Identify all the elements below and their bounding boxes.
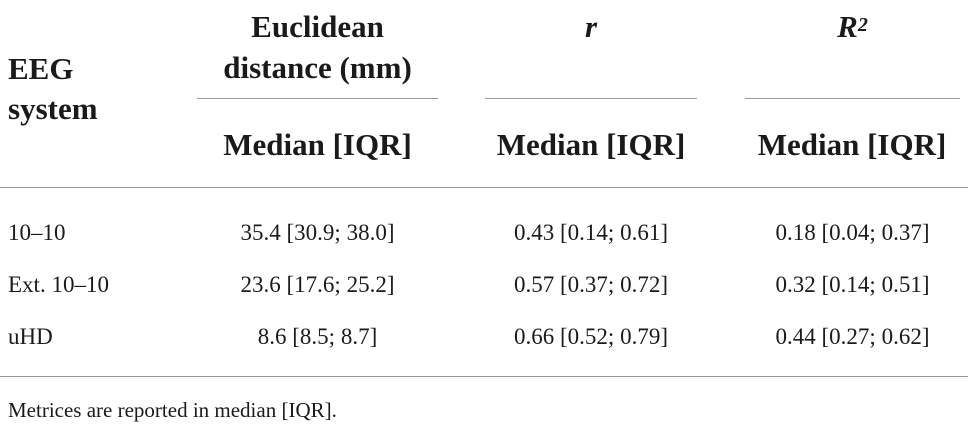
header-r-squared-underline [745,98,960,99]
header-r-squared: R2 [745,8,960,46]
row-3-distance: 8.6 [8.5; 8.7] [257,324,378,349]
row-1-distance: 35.4 [30.9; 38.0] [240,220,395,245]
row-3-r-squared: 0.44 [0.27; 0.62] [775,324,930,349]
row-2-distance: 23.6 [17.6; 25.2] [240,272,395,297]
row-2-r: 0.57 [0.37; 0.72] [514,272,668,297]
row-3-r: 0.66 [0.52; 0.79] [514,324,668,349]
subheader-r-squared: Median [IQR] [757,127,947,162]
header-bottom-rule [0,187,968,188]
header-distance-line1: Euclidean [251,9,384,44]
header-system-line1: EEG [8,51,74,86]
header-r: r [584,9,598,44]
header-distance-line2: distance (mm) [223,50,412,85]
header-r-underline [485,98,697,99]
header-system-line2: system [8,91,98,126]
table-bottom-rule [0,376,968,377]
row-2-r-squared: 0.32 [0.14; 0.51] [775,272,930,297]
row-1-system: 10–10 [8,220,66,245]
header-r-squared-sup: 2 [857,14,868,36]
table-footnote: Metrices are reported in median [IQR]. [8,398,337,422]
row-1-r: 0.43 [0.14; 0.61] [514,220,668,245]
subheader-distance: Median [IQR] [223,127,412,162]
subheader-r: Median [IQR] [496,127,686,162]
row-1-r-squared: 0.18 [0.04; 0.37] [775,220,930,245]
header-distance-underline [197,98,438,99]
header-r-squared-base: R [837,9,858,44]
row-2-system: Ext. 10–10 [8,272,109,297]
row-3-system: uHD [8,324,53,349]
